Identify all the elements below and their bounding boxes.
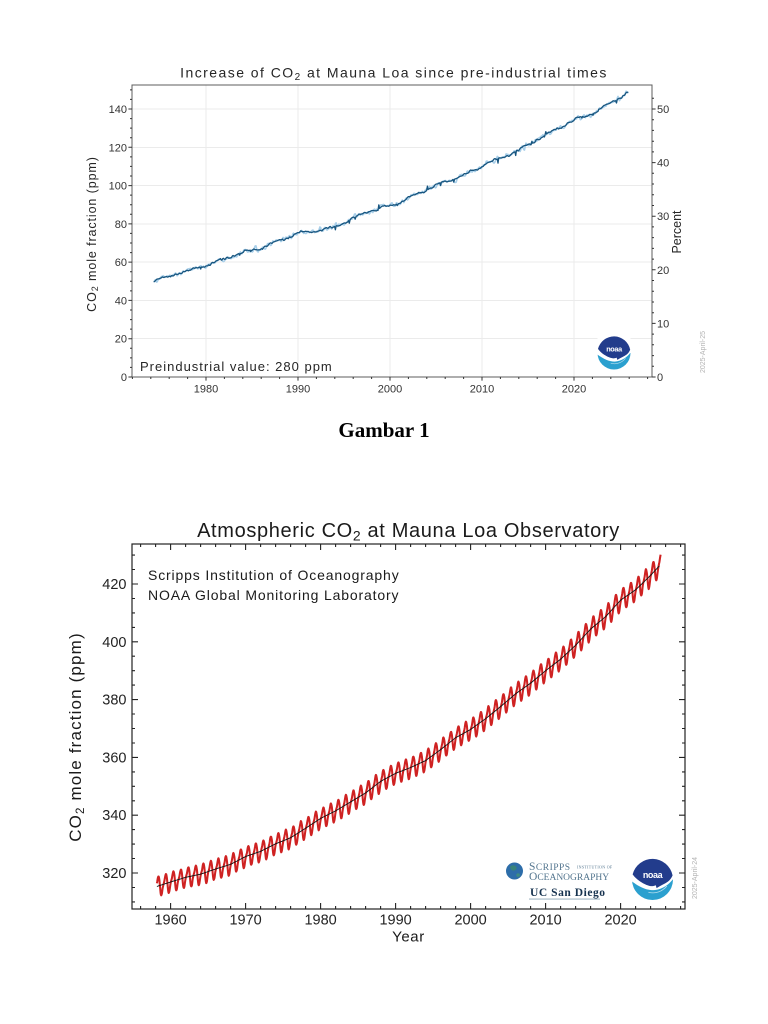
svg-text:INSTITUTION OF: INSTITUTION OF (577, 865, 613, 870)
svg-text:2020: 2020 (562, 384, 586, 396)
svg-text:OCEANOGRAPHY: OCEANOGRAPHY (529, 871, 609, 883)
svg-text:Increase of CO2 at Mauna Loa s: Increase of CO2 at Mauna Loa since pre-i… (180, 65, 608, 84)
svg-text:360: 360 (102, 750, 126, 766)
svg-text:2000: 2000 (378, 384, 402, 396)
svg-text:80: 80 (115, 219, 127, 231)
svg-text:Atmospheric CO2 at Mauna Loa O: Atmospheric CO2 at Mauna Loa Observatory (197, 520, 620, 544)
svg-text:NOAA Global Monitoring Laborat: NOAA Global Monitoring Laboratory (148, 587, 399, 603)
svg-text:320: 320 (102, 866, 126, 882)
svg-text:20: 20 (657, 265, 669, 277)
svg-text:0: 0 (121, 372, 127, 384)
svg-text:CO2 mole fraction (ppm): CO2 mole fraction (ppm) (66, 632, 87, 842)
svg-text:50: 50 (657, 104, 669, 116)
svg-text:420: 420 (102, 577, 126, 593)
svg-text:400: 400 (102, 635, 126, 651)
svg-text:100: 100 (109, 181, 127, 193)
svg-text:2025-April-25: 2025-April-25 (700, 331, 707, 373)
svg-text:380: 380 (102, 693, 126, 709)
svg-text:noaa: noaa (643, 870, 664, 880)
svg-text:Year: Year (392, 929, 425, 946)
svg-text:2010: 2010 (529, 913, 561, 929)
svg-text:1970: 1970 (229, 913, 261, 929)
svg-text:SCRIPPS: SCRIPPS (529, 861, 571, 873)
svg-text:2010: 2010 (470, 384, 494, 396)
svg-text:1990: 1990 (379, 913, 411, 929)
svg-text:140: 140 (109, 104, 127, 116)
svg-text:30: 30 (657, 211, 669, 223)
svg-text:Percent: Percent (670, 210, 684, 254)
svg-text:CO2 mole fraction (ppm): CO2 mole fraction (ppm) (85, 156, 100, 312)
svg-text:60: 60 (115, 257, 127, 269)
svg-text:Scripps Institution of Oceanog: Scripps Institution of Oceanography (148, 567, 400, 583)
svg-text:1980: 1980 (304, 913, 336, 929)
svg-text:2000: 2000 (454, 913, 486, 929)
svg-text:340: 340 (102, 808, 126, 824)
svg-text:UC San Diego: UC San Diego (530, 887, 606, 899)
svg-text:10: 10 (657, 318, 669, 330)
svg-text:1990: 1990 (286, 384, 310, 396)
svg-text:40: 40 (657, 158, 669, 170)
svg-text:40: 40 (115, 295, 127, 307)
svg-text:2020: 2020 (604, 913, 636, 929)
svg-text:20: 20 (115, 334, 127, 346)
svg-text:0: 0 (657, 372, 663, 384)
svg-text:1960: 1960 (154, 913, 186, 929)
svg-text:2025-April-24: 2025-April-24 (692, 857, 699, 899)
svg-text:Gambar 1: Gambar 1 (338, 418, 429, 442)
svg-text:120: 120 (109, 142, 127, 154)
svg-text:1980: 1980 (194, 384, 218, 396)
svg-text:noaa: noaa (606, 345, 623, 354)
svg-text:Preindustrial value: 280 ppm: Preindustrial value: 280 ppm (140, 359, 333, 374)
